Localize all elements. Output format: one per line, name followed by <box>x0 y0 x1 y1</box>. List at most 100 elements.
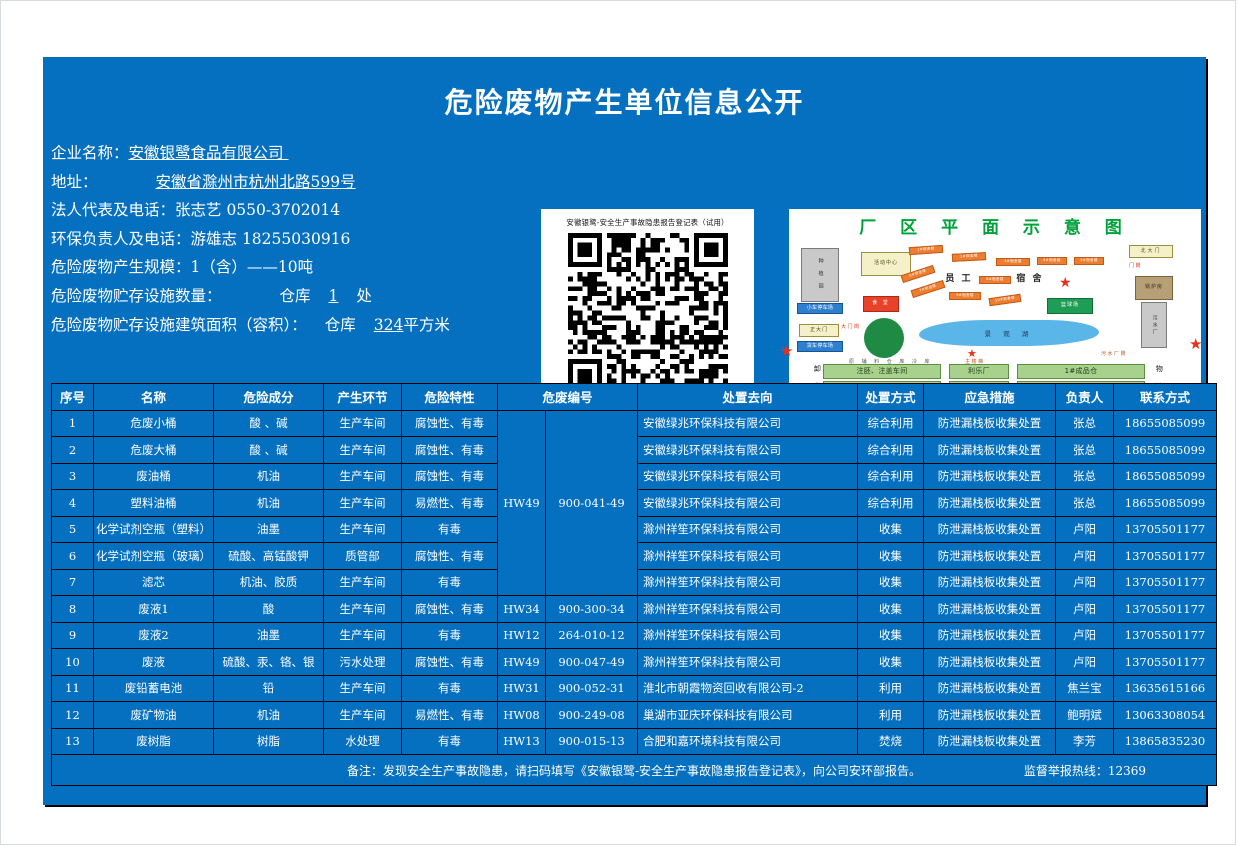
cell-code-a: HW34 <box>497 595 546 623</box>
cell-component: 机油 <box>213 701 324 729</box>
cell-stage: 生产车间 <box>323 489 402 517</box>
cell-phone: 18655085099 <box>1113 489 1218 517</box>
cell-hazard: 易燃性、有毒 <box>401 701 498 729</box>
cell-hazard: 有毒 <box>401 568 498 596</box>
cell-code-b: 900-249-08 <box>544 701 639 729</box>
cell-stage: 生产车间 <box>323 595 402 623</box>
cell-stage: 污水处理 <box>323 648 402 676</box>
th-stage: 产生环节 <box>323 383 402 411</box>
th-hazard: 危险特性 <box>401 383 498 411</box>
cell-name: 滤芯 <box>93 568 214 596</box>
cell-measure: 防泄漏栈板收集处置 <box>923 674 1057 702</box>
map-label-dormitory: 宿 舍 <box>1016 273 1044 284</box>
map-block-sewage: 污水厂 <box>1141 302 1167 348</box>
map-dorm-4: 4#宿舍楼 <box>1037 257 1067 265</box>
cell-no: 8 <box>51 595 94 623</box>
cell-hazard: 腐蚀性、有毒 <box>401 542 498 570</box>
cell-owner: 张总 <box>1055 436 1115 464</box>
cell-method: 收集 <box>857 595 925 623</box>
cell-method: 综合利用 <box>857 409 925 437</box>
cell-stage: 生产车间 <box>323 462 402 490</box>
cell-destination: 巢湖市亚庆环保科技有限公司 <box>637 701 859 729</box>
cell-no: 9 <box>51 621 94 649</box>
cell-phone: 18655085099 <box>1113 436 1218 464</box>
qr-caption: 安徽银鹭-安全生产事故隐患报告登记表（试用） <box>566 218 729 227</box>
table-row: 2 危废大桶酸 、碱 生产车间 腐蚀性、有毒 安徽绿兆环保科技有限公司 综合利用 防泄漏栈板… <box>51 436 1218 464</box>
cell-owner: 焦兰宝 <box>1055 674 1115 702</box>
info-facility-count-suffix: 处 <box>356 286 372 305</box>
cell-stage: 生产车间 <box>323 701 402 729</box>
cell-stage: 生产车间 <box>323 621 402 649</box>
page-title: 危险废物产生单位信息公开 <box>444 86 805 119</box>
info-facility-count-prefix: 仓库 <box>279 286 311 305</box>
cell-measure: 防泄漏栈板收集处置 <box>923 462 1057 490</box>
information-poster: 危险废物产生单位信息公开 企业名称：安徽银鹭食品有限公司 地址： 安徽省滁州市杭州… <box>43 57 1218 805</box>
cell-hazard: 腐蚀性、有毒 <box>401 409 498 437</box>
table-row: 12 废矿物油 机油 生产车间 易燃性、有毒 HW08 900-249-08 巢湖市亚庆环保科… <box>51 701 1218 729</box>
cell-component: 油墨 <box>213 621 324 649</box>
map-block-main-gate: 正大门 <box>799 324 839 337</box>
footer-cell: 备注：发现安全生产事故隐患，请扫码填写《安徽银鹭-安全生产事故隐患报告登记表》，… <box>50 754 1218 786</box>
th-destination: 处置去向 <box>637 383 859 411</box>
cell-stage: 水处理 <box>323 727 402 755</box>
cell-name: 废树脂 <box>93 727 214 755</box>
cell-measure: 防泄漏栈板收集处置 <box>923 648 1057 676</box>
cell-method: 收集 <box>857 648 925 676</box>
cell-owner: 卢阳 <box>1055 568 1115 596</box>
cell-code-b: 900-047-49 <box>544 648 639 676</box>
cell-stage: 生产车间 <box>323 568 402 596</box>
map-label-staff: 员 工 <box>945 273 973 284</box>
map-block-lake: 景 观 湖 <box>919 320 1099 346</box>
cell-stage: 质管部 <box>323 542 402 570</box>
cell-component: 酸 、碱 <box>213 409 324 437</box>
cell-name: 塑料油桶 <box>93 489 214 517</box>
cell-no: 3 <box>51 462 94 490</box>
cell-stage: 生产车间 <box>323 674 402 702</box>
cell-destination: 滁州祥笙环保科技有限公司 <box>637 568 859 596</box>
cell-no: 5 <box>51 515 94 543</box>
cell-owner: 李芳 <box>1055 727 1115 755</box>
info-company-value: 安徽银鹭食品有限公司 <box>128 144 284 162</box>
th-component: 危险成分 <box>213 383 324 411</box>
cell-hazard: 腐蚀性、有毒 <box>401 436 498 464</box>
th-measure: 应急措施 <box>923 383 1057 411</box>
qr-code-icon[interactable] <box>567 233 728 393</box>
assembly-point-star-icon: ★ <box>1059 275 1072 291</box>
outer-star-right-icon: ★ <box>1189 335 1203 353</box>
th-method: 处置方式 <box>857 383 925 411</box>
cell-code-b: 264-010-12 <box>544 621 639 649</box>
cell-destination: 安徽绿兆环保科技有限公司 <box>637 436 859 464</box>
info-legal: 法人代表及电话：张志艺 0550-3702014 <box>51 196 551 225</box>
map-title: 厂 区 平 面 示 意 图 <box>859 218 1131 238</box>
th-owner: 负责人 <box>1055 383 1115 411</box>
cell-destination: 安徽绿兆环保科技有限公司 <box>637 489 859 517</box>
cell-no: 13 <box>51 727 94 755</box>
map-dorm-3: 3#宿舍楼 <box>996 258 1030 266</box>
map-block-product-1: 1#成品仓 <box>1017 364 1145 379</box>
cell-measure: 防泄漏栈板收集处置 <box>923 515 1057 543</box>
map-block-truck-park: 货车停车场 <box>797 341 843 352</box>
cell-code-b: 900-015-13 <box>544 727 639 755</box>
cell-hazard: 腐蚀性、有毒 <box>401 648 498 676</box>
cell-method: 综合利用 <box>857 489 925 517</box>
table-row: 8 废液1 酸生产车间 腐蚀性、有毒 HW34 900-300-34 滁州祥笙环保科技有限公… <box>51 595 1218 623</box>
map-block-canteen: 食 堂 <box>863 296 899 312</box>
cell-measure: 防泄漏栈板收集处置 <box>923 489 1057 517</box>
cell-phone: 13705501177 <box>1113 621 1218 649</box>
map-block-lile: 利乐厂 <box>949 364 1009 379</box>
cell-stage: 生产车间 <box>323 515 402 543</box>
cell-owner: 张总 <box>1055 489 1115 517</box>
map-label-gate-road: 大门岗 <box>841 324 861 330</box>
cell-code-a: HW08 <box>497 701 546 729</box>
cell-name: 化学试剂空瓶（塑料） <box>93 515 214 543</box>
table-row: 13 废树脂 树脂 水处理 有毒 HW13 900-015-13 合肥和嘉环境科技有限公司 焚烧… <box>51 727 1218 755</box>
cell-hazard: 腐蚀性、有毒 <box>401 595 498 623</box>
cell-phone: 13705501177 <box>1113 542 1218 570</box>
cell-method: 利用 <box>857 701 925 729</box>
cell-measure: 防泄漏栈板收集处置 <box>923 436 1057 464</box>
info-scale-value: 1（含）——10吨 <box>190 258 314 277</box>
cell-hazard: 易燃性、有毒 <box>401 489 498 517</box>
cell-code-a: HW12 <box>497 621 546 649</box>
map-dorm-5: 5#宿舍楼 <box>1074 257 1104 265</box>
cell-hazard: 有毒 <box>401 727 498 755</box>
